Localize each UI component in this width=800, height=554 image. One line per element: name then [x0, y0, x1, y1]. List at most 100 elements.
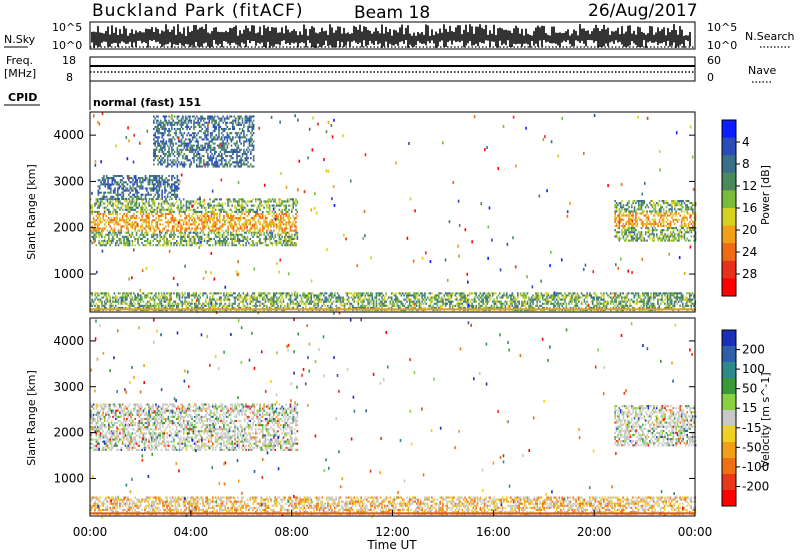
data-cell	[293, 233, 296, 236]
data-cell	[176, 185, 179, 188]
data-cell	[628, 227, 630, 230]
data-cell	[235, 206, 238, 209]
data-cell	[191, 144, 194, 147]
data-cell	[231, 240, 234, 243]
data-cell	[644, 233, 647, 236]
data-cell	[148, 300, 150, 303]
data-cell	[219, 155, 222, 158]
data-cell	[246, 204, 249, 207]
data-cell	[212, 148, 215, 151]
data-cell	[226, 146, 229, 149]
data-cell	[292, 215, 295, 218]
data-cell	[128, 206, 131, 209]
data-cell	[226, 115, 229, 118]
data-cell	[639, 199, 641, 203]
data-cell	[291, 292, 293, 295]
data-cell	[189, 202, 192, 205]
data-cell	[166, 229, 168, 232]
data-cell	[196, 233, 199, 236]
data-cell	[102, 217, 105, 220]
data-cell	[204, 144, 206, 147]
data-cell	[216, 223, 218, 226]
data-cell	[241, 223, 243, 226]
data-cell	[171, 189, 173, 192]
data-cell	[232, 148, 234, 151]
data-cell	[128, 210, 131, 213]
data-cell	[231, 204, 234, 207]
data-cell	[279, 223, 282, 226]
data-cell	[163, 298, 166, 301]
data-cell	[185, 223, 188, 226]
data-cell	[211, 161, 213, 164]
data-cell	[177, 242, 179, 245]
data-cell	[198, 136, 201, 139]
data-cell	[116, 195, 119, 198]
data-cell	[637, 231, 640, 234]
data-cell	[114, 174, 116, 178]
data-cell	[98, 223, 100, 226]
data-cell	[94, 240, 96, 243]
data-cell	[281, 231, 283, 234]
data-cell	[618, 231, 621, 234]
data-cell	[614, 204, 616, 207]
data-cell	[135, 298, 138, 301]
data-cell	[328, 296, 331, 299]
data-cell	[273, 212, 275, 216]
data-cell	[99, 227, 102, 230]
data-cell	[227, 225, 229, 228]
data-cell	[207, 235, 210, 238]
data-cell	[212, 200, 214, 203]
data-cell	[169, 155, 172, 158]
data-cell	[363, 300, 365, 303]
data-cell	[288, 212, 290, 216]
data-cell	[207, 233, 210, 236]
data-cell	[284, 304, 286, 307]
data-cell	[358, 298, 361, 301]
data-cell	[206, 223, 209, 226]
data-cell	[165, 127, 168, 131]
data-cell	[614, 216, 616, 219]
data-cell	[661, 239, 664, 242]
data-cell	[205, 292, 207, 295]
data-cell	[614, 229, 616, 232]
data-cell	[245, 159, 248, 162]
data-cell	[182, 134, 184, 137]
data-cell	[306, 296, 308, 299]
data-cell	[153, 227, 156, 230]
data-cell	[138, 202, 141, 205]
data-cell	[119, 212, 121, 216]
data-cell	[200, 219, 203, 222]
data-cell	[136, 185, 138, 188]
data-cell	[136, 183, 138, 186]
data-cell	[247, 117, 249, 120]
data-cell	[96, 221, 99, 224]
data-cell	[162, 115, 165, 118]
data-cell	[233, 142, 236, 145]
data-cell	[144, 231, 146, 234]
data-cell	[114, 244, 117, 247]
data-cell	[126, 174, 129, 178]
data-cell	[157, 206, 160, 209]
data-cell	[253, 233, 256, 236]
data-cell	[194, 148, 197, 151]
data-cell	[267, 212, 270, 216]
data-cell	[376, 306, 379, 309]
data-cell	[213, 210, 215, 213]
data-cell	[658, 199, 661, 203]
data-cell	[158, 136, 161, 139]
data-cell	[673, 235, 676, 238]
data-cell	[295, 208, 297, 211]
data-cell	[116, 206, 118, 209]
data-cell	[218, 302, 221, 305]
data-cell	[252, 115, 255, 118]
data-cell	[99, 219, 102, 222]
data-cell	[181, 306, 184, 309]
data-cell	[630, 210, 633, 213]
data-cell	[245, 231, 247, 234]
data-cell	[654, 222, 657, 225]
data-cell	[216, 165, 219, 168]
data-cell	[223, 219, 225, 222]
data-cell	[232, 292, 235, 295]
data-cell	[195, 210, 197, 213]
data-cell	[254, 223, 257, 226]
